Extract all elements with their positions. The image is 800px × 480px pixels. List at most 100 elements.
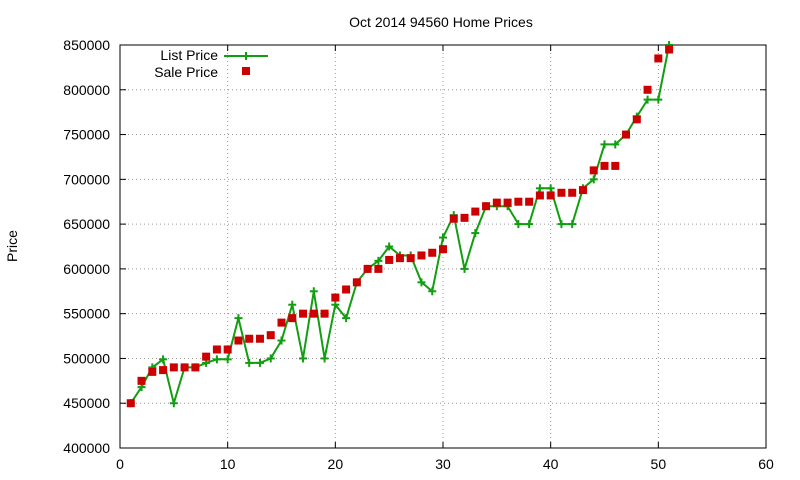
x-tick-label: 50 xyxy=(651,456,667,472)
list-price-point xyxy=(288,300,297,309)
list-price-point xyxy=(169,399,178,408)
list-price-point xyxy=(212,355,221,364)
sale-price-point xyxy=(482,202,491,211)
sale-price-point xyxy=(180,363,189,372)
list-price-point xyxy=(611,140,620,149)
sale-price-point xyxy=(126,399,135,408)
series-layer xyxy=(126,41,674,408)
y-tick-label: 750000 xyxy=(63,127,110,143)
list-price-point xyxy=(546,184,555,193)
sale-price-point xyxy=(266,331,275,340)
list-price-point xyxy=(589,175,598,184)
sale-price-point xyxy=(622,130,631,139)
x-tick-label: 40 xyxy=(543,456,559,472)
sale-price-point xyxy=(169,363,178,372)
list-price-point xyxy=(299,354,308,363)
sale-price-point xyxy=(439,245,447,254)
sale-price-point xyxy=(363,264,372,273)
sale-price-point xyxy=(234,336,243,345)
sale-price-point xyxy=(568,188,577,197)
x-tick-label: 30 xyxy=(435,456,451,472)
sale-price-point xyxy=(406,254,415,263)
sale-price-point xyxy=(223,345,232,354)
list-price-point xyxy=(255,358,264,367)
y-tick-label: 400000 xyxy=(63,440,110,456)
list-price-point xyxy=(331,300,340,309)
sale-price-point xyxy=(331,293,340,302)
y-tick-label: 550000 xyxy=(63,306,110,322)
y-tick-label: 600000 xyxy=(63,261,110,277)
sale-price-point xyxy=(299,309,308,318)
sale-price-point xyxy=(632,115,641,124)
sale-price-point xyxy=(578,186,587,195)
legend-label-sale-price: Sale Price xyxy=(154,64,218,80)
sale-price-point xyxy=(471,207,480,216)
list-price-point xyxy=(245,358,254,367)
sale-price-point xyxy=(309,309,318,318)
sale-price-point xyxy=(352,278,361,287)
sale-price-point xyxy=(395,254,404,263)
sale-price-point xyxy=(546,191,555,200)
sale-price-point xyxy=(460,213,469,222)
x-tick-label: 60 xyxy=(758,456,774,472)
x-tick-label: 10 xyxy=(220,456,236,472)
sale-price-point xyxy=(514,197,523,206)
sale-price-point xyxy=(137,376,146,385)
sale-price-point xyxy=(202,352,211,361)
sale-price-point xyxy=(277,318,286,327)
legend-label-list-price: List Price xyxy=(160,47,218,63)
list-price-point xyxy=(460,264,469,273)
sale-price-point xyxy=(255,334,264,343)
sale-price-point xyxy=(449,214,458,223)
sale-price-point xyxy=(600,161,609,170)
sale-price-point xyxy=(535,191,544,200)
list-price-point xyxy=(471,229,480,238)
sale-price-point xyxy=(374,264,383,273)
sale-price-point xyxy=(342,285,351,294)
sale-price-point xyxy=(288,314,297,323)
sale-price-point xyxy=(492,198,501,207)
y-tick-label: 800000 xyxy=(63,82,110,98)
list-price-point xyxy=(234,314,243,323)
list-price-point xyxy=(309,287,318,296)
sale-price-point xyxy=(320,309,329,318)
sale-price-point xyxy=(245,334,254,343)
sale-price-point xyxy=(417,251,426,260)
y-tick-label: 700000 xyxy=(63,171,110,187)
list-price-point xyxy=(428,287,437,296)
y-axis-label: Price xyxy=(4,230,20,262)
sale-price-point xyxy=(503,198,512,207)
sale-price-point xyxy=(385,255,394,264)
axes: 0 10 20 30 40 50 60 400000 450000 500000 550000 600… xyxy=(63,37,774,472)
legend-list-price-marker xyxy=(242,52,250,60)
list-price-point xyxy=(320,354,329,363)
sale-price-point xyxy=(525,197,534,206)
chart-title: Oct 2014 94560 Home Prices xyxy=(349,14,533,30)
list-price-point xyxy=(525,220,534,229)
y-tick-label: 650000 xyxy=(63,216,110,232)
list-price-point xyxy=(535,184,544,193)
list-price-point xyxy=(600,140,609,149)
list-price-point xyxy=(557,220,566,229)
list-price-point xyxy=(266,354,275,363)
sale-price-point xyxy=(159,366,168,375)
list-price-point xyxy=(417,278,426,287)
list-price-point xyxy=(385,242,394,251)
list-price-point xyxy=(439,233,447,242)
list-price-point xyxy=(159,355,168,364)
list-price-point xyxy=(223,355,232,364)
sale-price-point xyxy=(589,166,598,175)
list-price-point xyxy=(374,256,383,265)
x-tick-label: 0 xyxy=(116,456,124,472)
list-price-point xyxy=(342,314,351,323)
y-tick-label: 850000 xyxy=(63,37,110,53)
y-tick-label: 450000 xyxy=(63,395,110,411)
sale-price-point xyxy=(557,188,566,197)
sale-price-point xyxy=(611,161,620,170)
list-price-point xyxy=(514,220,523,229)
legend-sale-price-marker xyxy=(242,67,250,75)
sale-price-point xyxy=(148,367,157,376)
sale-price-point xyxy=(665,45,674,54)
legend: List Price Sale Price xyxy=(154,47,268,80)
